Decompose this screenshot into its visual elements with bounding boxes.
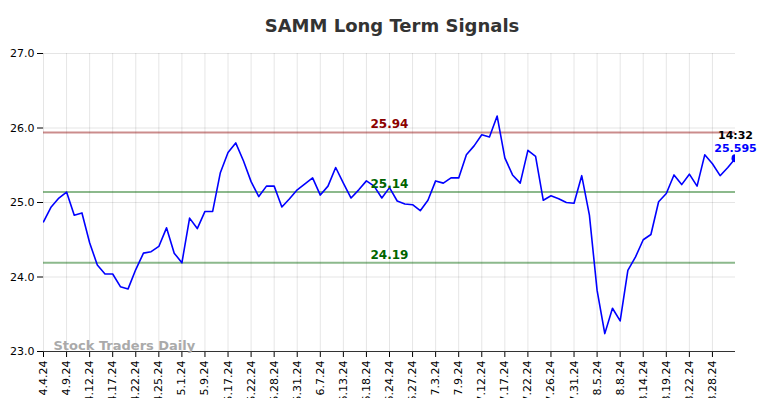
svg-text:5.17.24: 5.17.24 [222, 361, 235, 398]
svg-text:8.8.24: 8.8.24 [614, 361, 627, 396]
svg-text:5.1.24: 5.1.24 [175, 361, 188, 396]
svg-text:8.19.24: 8.19.24 [660, 361, 673, 398]
svg-text:7.3.24: 7.3.24 [429, 361, 442, 396]
svg-text:25.94: 25.94 [371, 117, 409, 131]
svg-text:5.22.24: 5.22.24 [245, 361, 258, 398]
svg-text:7.17.24: 7.17.24 [498, 361, 511, 398]
svg-text:4.17.24: 4.17.24 [106, 361, 119, 398]
svg-text:8.5.24: 8.5.24 [591, 361, 604, 396]
svg-text:6.18.24: 6.18.24 [360, 361, 373, 398]
svg-text:7.31.24: 7.31.24 [568, 361, 581, 398]
svg-text:6.24.24: 6.24.24 [383, 361, 396, 398]
html-text:SAMM Long Term Signals: SAMM Long Term Signals [264, 15, 520, 36]
svg-text:8.22.24: 8.22.24 [683, 361, 696, 398]
svg-text:25.14: 25.14 [371, 177, 409, 191]
svg-text:7.22.24: 7.22.24 [521, 361, 534, 398]
svg-text:24.0: 24.0 [10, 271, 35, 284]
svg-text:4.4.24: 4.4.24 [37, 361, 50, 396]
svg-text:Stock Traders Daily: Stock Traders Daily [54, 338, 196, 353]
svg-text:6.13.24: 6.13.24 [337, 361, 350, 398]
svg-text:4.25.24: 4.25.24 [152, 361, 165, 398]
svg-text:23.0: 23.0 [10, 345, 35, 358]
svg-text:5.31.24: 5.31.24 [291, 361, 304, 398]
svg-text:6.7.24: 6.7.24 [314, 361, 327, 396]
svg-text:26.0: 26.0 [10, 122, 35, 135]
svg-text:5.28.24: 5.28.24 [268, 361, 281, 398]
svg-text:8.14.24: 8.14.24 [637, 361, 650, 398]
svg-text:7.9.24: 7.9.24 [452, 361, 465, 396]
svg-text:7.26.24: 7.26.24 [544, 361, 557, 398]
svg-text:4.22.24: 4.22.24 [129, 361, 142, 398]
svg-text:6.27.24: 6.27.24 [406, 361, 419, 398]
svg-text:7.12.24: 7.12.24 [475, 361, 488, 398]
svg-text:24.19: 24.19 [371, 248, 409, 262]
svg-text:5.9.24: 5.9.24 [198, 361, 211, 396]
svg-text:4.9.24: 4.9.24 [60, 361, 73, 396]
svg-text:27.0: 27.0 [10, 47, 35, 60]
svg-text:4.12.24: 4.12.24 [83, 361, 96, 398]
svg-text:25.0: 25.0 [10, 196, 35, 209]
svg-text:8.28.24: 8.28.24 [706, 361, 719, 398]
svg-text:14:32: 14:32 [718, 129, 753, 142]
svg-text:25.595: 25.595 [714, 142, 756, 155]
